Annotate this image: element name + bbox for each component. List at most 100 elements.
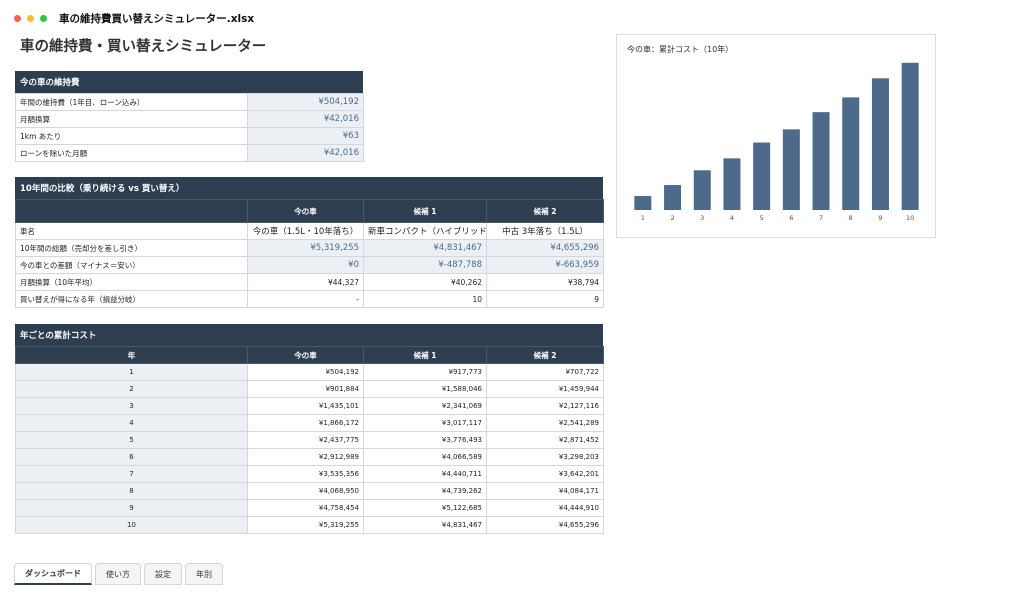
cell-label[interactable]: 今の車との差額（マイナス＝安い）	[15, 256, 248, 274]
cell-value[interactable]: ¥4,066,589	[363, 448, 487, 466]
cell-value[interactable]: ¥4,831,467	[363, 516, 487, 534]
cell-value[interactable]: ¥504,192	[247, 93, 364, 111]
cell-value[interactable]: ¥4,444,910	[486, 499, 604, 517]
cell-year[interactable]: 1	[15, 363, 248, 381]
cell-year[interactable]: 6	[15, 448, 248, 466]
cell-value[interactable]: ¥4,739,262	[363, 482, 487, 500]
cell-value[interactable]: -	[247, 290, 364, 308]
tab-yearly[interactable]: 年別	[185, 563, 223, 585]
column-header[interactable]: 候補 2	[486, 346, 604, 364]
yearly-table: 年 今の車 候補 1 候補 2 1 ¥504,192 ¥917,773 ¥707,72…	[15, 346, 604, 534]
cell-value[interactable]: 10	[363, 290, 487, 308]
cell-label[interactable]: 月額換算	[15, 110, 248, 128]
column-header[interactable]: 候補 2	[486, 199, 604, 223]
tab-settings[interactable]: 設定	[144, 563, 182, 585]
cell-value[interactable]: 中古 3年落ち（1.5L）	[486, 222, 604, 240]
cell-label[interactable]: 年間の維持費（1年目、ローン込み）	[15, 93, 248, 111]
cell-year[interactable]: 9	[15, 499, 248, 517]
column-header[interactable]: 候補 1	[363, 199, 487, 223]
cell-value[interactable]: 9	[486, 290, 604, 308]
cell-year[interactable]: 8	[15, 482, 248, 500]
cell-value[interactable]: ¥2,912,989	[247, 448, 364, 466]
cell-year[interactable]: 3	[15, 397, 248, 415]
column-header[interactable]: 今の車	[247, 346, 364, 364]
cell-value[interactable]: ¥2,541,289	[486, 414, 604, 432]
cell-year[interactable]: 5	[15, 431, 248, 449]
close-window-button[interactable]	[14, 14, 21, 22]
cell-value[interactable]: ¥4,831,467	[363, 239, 487, 257]
tab-dashboard[interactable]: ダッシュボード	[14, 563, 92, 585]
cell-label[interactable]: 月額換算（10年平均）	[15, 273, 248, 291]
cell-value[interactable]: ¥2,341,069	[363, 397, 487, 415]
chart-bar[interactable]	[901, 62, 919, 210]
cell-value[interactable]: ¥1,866,172	[247, 414, 364, 432]
cell-value[interactable]: ¥917,773	[363, 363, 487, 381]
minimize-window-button[interactable]	[27, 14, 34, 22]
cell-value[interactable]: ¥5,319,255	[247, 239, 364, 257]
cell-year[interactable]: 7	[15, 465, 248, 483]
cell-value[interactable]: ¥5,319,255	[247, 516, 364, 534]
cell-year[interactable]: 2	[15, 380, 248, 398]
cell-value[interactable]: 今の車（1.5L・10年落ち）	[247, 222, 364, 240]
chart-bar[interactable]	[723, 158, 741, 210]
cell-value[interactable]: ¥4,655,296	[486, 239, 604, 257]
cell-value[interactable]: ¥42,016	[247, 110, 364, 128]
cell-value[interactable]: ¥4,084,171	[486, 482, 604, 500]
chart-bar[interactable]	[634, 196, 652, 210]
cell-label[interactable]: 車名	[15, 222, 248, 240]
cell-value[interactable]: ¥4,758,454	[247, 499, 364, 517]
chart-bar[interactable]	[842, 97, 860, 210]
cell-value[interactable]: ¥5,122,685	[363, 499, 487, 517]
chart-bar[interactable]	[664, 185, 682, 210]
cell-value[interactable]: ¥3,535,356	[247, 465, 364, 483]
yearly-header: 年ごとの累計コスト	[15, 324, 603, 346]
cell-year[interactable]: 4	[15, 414, 248, 432]
cell-label[interactable]: 買い替えが得になる年（損益分岐）	[15, 290, 248, 308]
cell-value[interactable]: ¥3,017,117	[363, 414, 487, 432]
cell-label[interactable]: 1km あたり	[15, 127, 248, 145]
cell-value[interactable]: ¥4,440,711	[363, 465, 487, 483]
cell-value[interactable]: ¥3,642,201	[486, 465, 604, 483]
column-header[interactable]	[15, 199, 248, 223]
cell-value[interactable]: ¥1,459,944	[486, 380, 604, 398]
cell-label[interactable]: 10年間の総額（売却分を差し引き）	[15, 239, 248, 257]
cell-value[interactable]: 新車コンパクト（ハイブリッド）	[363, 222, 487, 240]
x-tick-label: 10	[906, 214, 914, 222]
table-row: 10 ¥5,319,255 ¥4,831,467 ¥4,655,296	[15, 516, 604, 534]
chart-bar[interactable]	[812, 112, 830, 210]
cell-value[interactable]: ¥44,327	[247, 273, 364, 291]
column-header[interactable]: 年	[15, 346, 248, 364]
chart-bar[interactable]	[693, 170, 711, 210]
cumulative-cost-chart[interactable]: 今の車：累計コスト（10年） 1 2 3 4 5 6 7 8 9 10	[616, 34, 936, 238]
cell-value[interactable]: ¥2,437,775	[247, 431, 364, 449]
chart-bar[interactable]	[782, 129, 800, 210]
cell-value[interactable]: ¥1,588,046	[363, 380, 487, 398]
table-header-row: 年 今の車 候補 1 候補 2	[15, 346, 604, 364]
cell-value[interactable]: ¥4,655,296	[486, 516, 604, 534]
cell-value[interactable]: ¥-487,788	[363, 256, 487, 274]
table-row: 4 ¥1,866,172 ¥3,017,117 ¥2,541,289	[15, 414, 604, 432]
tab-usage[interactable]: 使い方	[95, 563, 141, 585]
cell-value[interactable]: ¥2,127,116	[486, 397, 604, 415]
cell-value[interactable]: ¥-663,959	[486, 256, 604, 274]
cell-value[interactable]: ¥4,068,950	[247, 482, 364, 500]
column-header[interactable]: 候補 1	[363, 346, 487, 364]
cell-value[interactable]: ¥504,192	[247, 363, 364, 381]
cell-value[interactable]: ¥901,884	[247, 380, 364, 398]
cell-value[interactable]: ¥38,794	[486, 273, 604, 291]
chart-bar[interactable]	[753, 142, 771, 210]
cell-label[interactable]: ローンを除いた月額	[15, 144, 248, 162]
cell-value[interactable]: ¥63	[247, 127, 364, 145]
cell-value[interactable]: ¥707,722	[486, 363, 604, 381]
cell-value[interactable]: ¥1,435,101	[247, 397, 364, 415]
cell-value[interactable]: ¥3,776,493	[363, 431, 487, 449]
cell-value[interactable]: ¥2,871,452	[486, 431, 604, 449]
column-header[interactable]: 今の車	[247, 199, 364, 223]
chart-bar[interactable]	[871, 78, 889, 210]
maximize-window-button[interactable]	[40, 14, 47, 22]
cell-value[interactable]: ¥0	[247, 256, 364, 274]
cell-value[interactable]: ¥3,298,203	[486, 448, 604, 466]
cell-value[interactable]: ¥42,016	[247, 144, 364, 162]
cell-year[interactable]: 10	[15, 516, 248, 534]
cell-value[interactable]: ¥40,262	[363, 273, 487, 291]
